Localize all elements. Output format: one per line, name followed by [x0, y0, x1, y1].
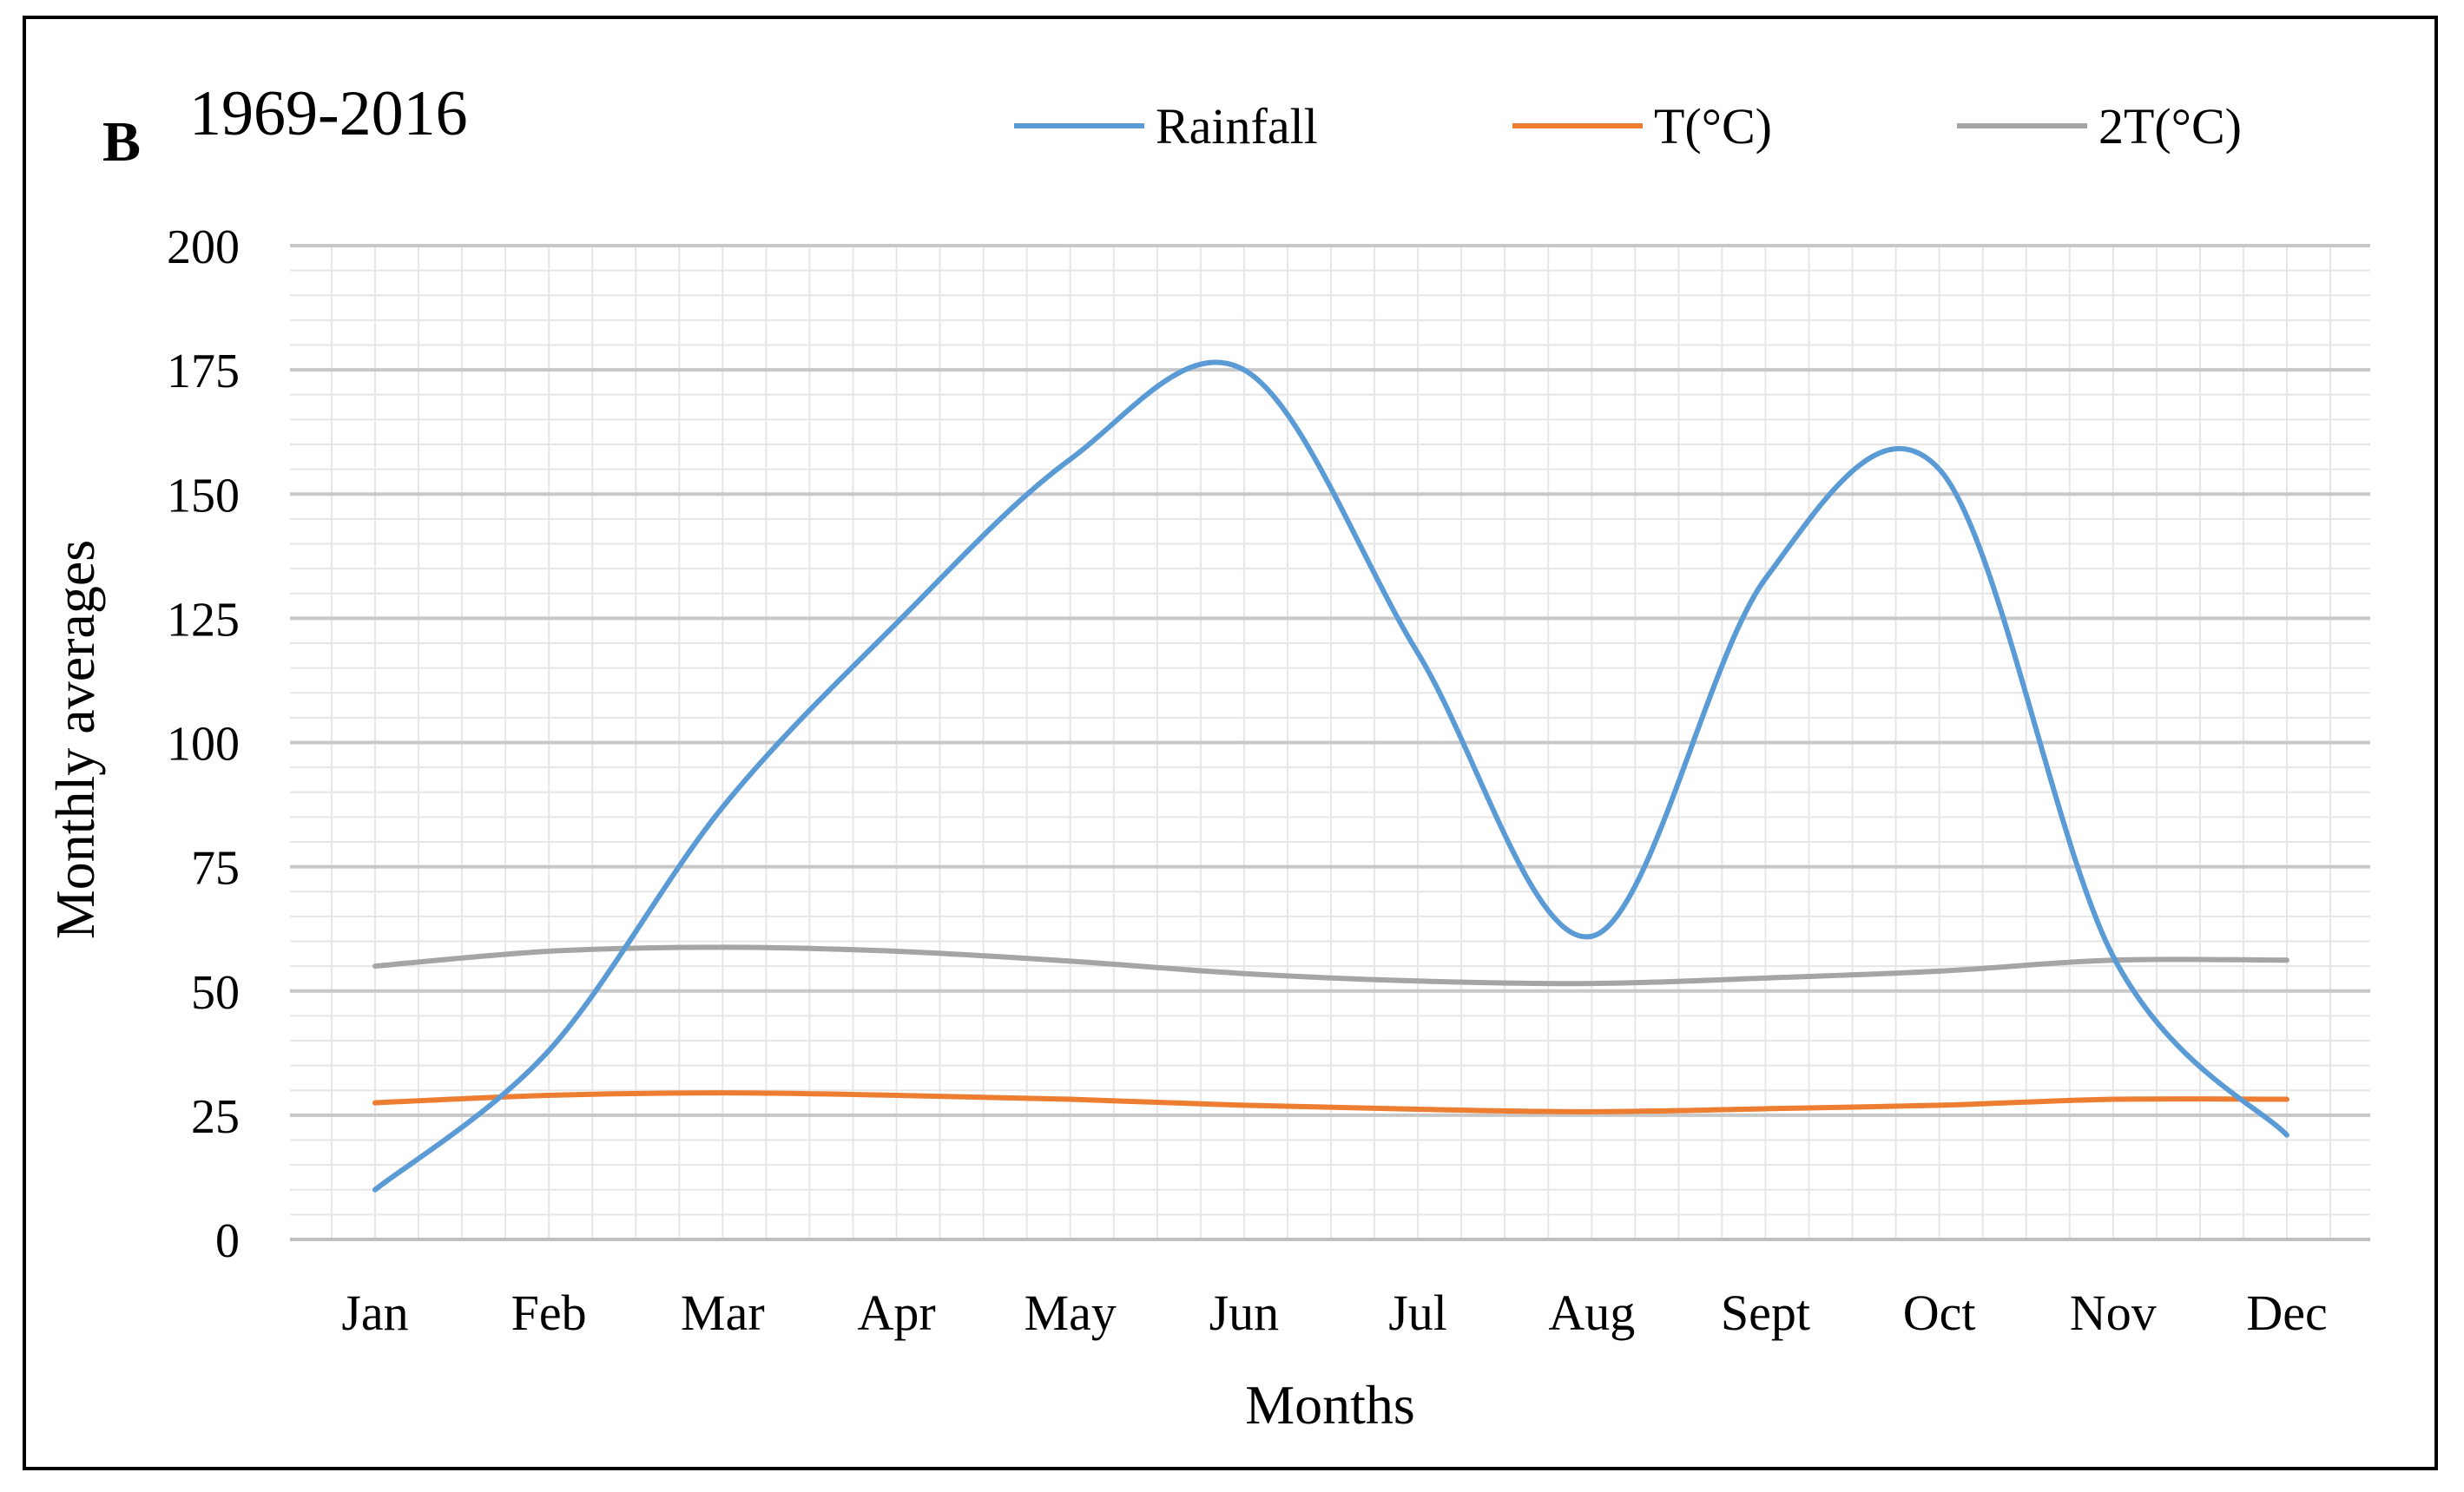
x-tick-label: Dec [2246, 1285, 2327, 1341]
legend-label-2t-c: 2T(°C) [2098, 98, 2242, 154]
y-tick-label: 25 [191, 1090, 240, 1144]
x-tick-label: Feb [511, 1285, 587, 1341]
series-line-t-c [372, 1090, 2289, 1114]
x-tick-label: Aug [1548, 1285, 1635, 1341]
y-tick-label: 125 [167, 593, 240, 647]
x-tick-label: Oct [1903, 1285, 1976, 1341]
x-tick-label: May [1024, 1285, 1117, 1341]
y-tick-label: 50 [191, 966, 240, 1020]
series-line-rainfall [372, 359, 2289, 1193]
y-tick-label: 175 [167, 345, 240, 398]
legend-label-rainfall: Rainfall [1156, 98, 1318, 154]
x-tick-label: Nov [2070, 1285, 2157, 1341]
x-tick-label: Jan [341, 1285, 408, 1341]
x-tick-label: Sept [1721, 1285, 1810, 1341]
grid [290, 244, 2370, 1241]
series-line-2t-c [372, 944, 2289, 987]
panel-label: B [102, 110, 141, 174]
x-tick-label: Mar [681, 1285, 765, 1341]
legend-label-t-c: T(°C) [1654, 98, 1772, 154]
y-tick-label: 0 [215, 1214, 240, 1268]
x-tick-label: Jul [1388, 1285, 1447, 1341]
y-tick-label: 100 [167, 718, 240, 772]
chart-title: 1969-2016 [189, 78, 468, 149]
x-tick-label: Jun [1209, 1285, 1280, 1341]
series-group [372, 359, 2289, 1193]
y-tick-label: 200 [167, 220, 240, 274]
y-tick-label: 150 [167, 469, 240, 523]
x-tick-label: Apr [857, 1285, 935, 1341]
x-axis-label: Months [1245, 1374, 1415, 1436]
legend: Rainfall T(°C) 2T(°C) [1014, 98, 2242, 154]
y-axis-label: Monthly averages [44, 540, 106, 939]
axes: 0 25 50 75 100 125 150 175 200 Jan Feb Mar Apr May Jun… [167, 220, 2370, 1341]
y-tick-label: 75 [191, 842, 240, 896]
